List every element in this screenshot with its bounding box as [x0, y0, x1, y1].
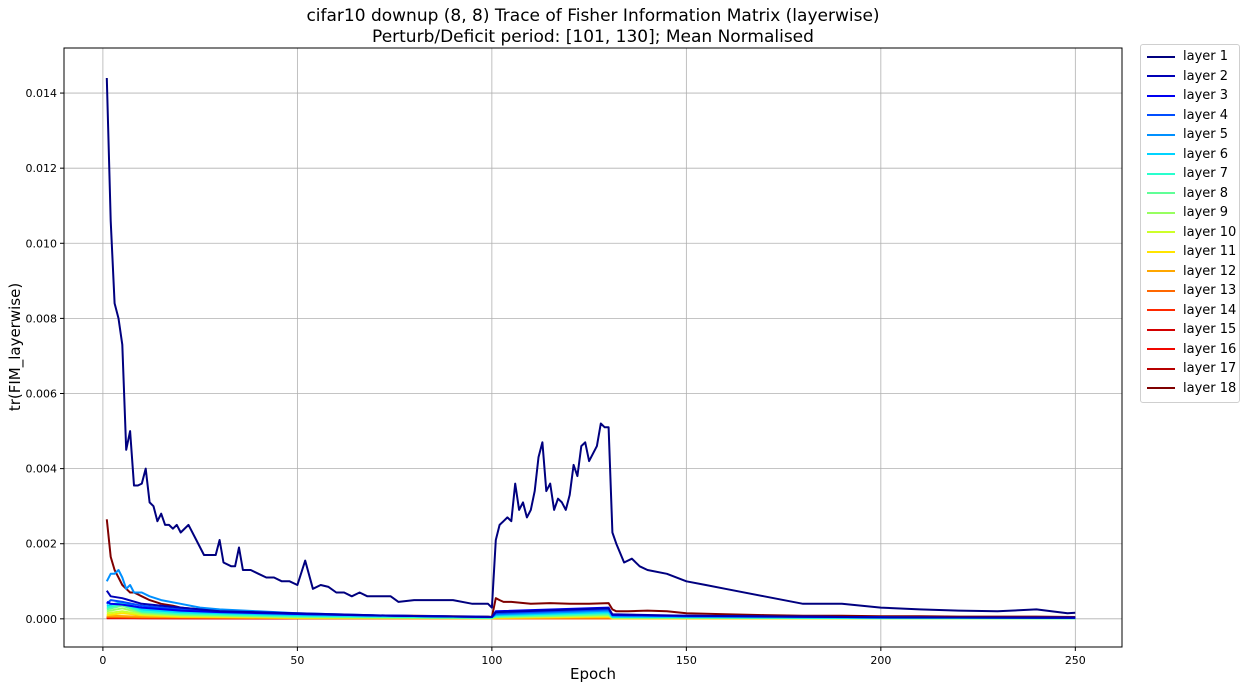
legend-label: layer 14 [1183, 302, 1237, 318]
legend-label: layer 7 [1183, 166, 1229, 182]
legend-swatch [1147, 172, 1175, 175]
legend-item: layer 7 [1141, 164, 1239, 184]
x-axis-ticks: 0 50 100 150 200 250 [99, 647, 1086, 667]
legend-swatch [1147, 348, 1175, 351]
legend-item: layer 16 [1141, 340, 1239, 360]
legend-item: layer 4 [1141, 106, 1239, 126]
y-tick-label: 0.000 [26, 613, 58, 626]
legend-label: layer 17 [1183, 361, 1237, 377]
legend-label: layer 13 [1183, 283, 1237, 299]
legend-swatch [1147, 387, 1175, 390]
legend-label: layer 12 [1183, 263, 1237, 279]
x-axis-label: Epoch [570, 665, 616, 683]
legend-item: layer 5 [1141, 125, 1239, 145]
legend-swatch [1147, 94, 1175, 97]
legend-item: layer 1 [1141, 47, 1239, 67]
y-tick-label: 0.010 [26, 237, 58, 250]
legend-item: layer 6 [1141, 145, 1239, 165]
chart-title: cifar10 downup (8, 8) Trace of Fisher In… [306, 6, 879, 26]
x-tick-label: 100 [481, 654, 502, 667]
y-tick-label: 0.002 [26, 538, 58, 551]
y-tick-label: 0.006 [26, 388, 58, 401]
chart-subtitle: Perturb/Deficit period: [101, 130]; Mean… [372, 27, 814, 47]
legend-label: layer 8 [1183, 185, 1229, 201]
series-line-layer-2 [105, 590, 1076, 619]
y-axis-ticks: 0.000 0.002 0.004 0.006 0.008 0.010 0.012 0.014 [26, 87, 64, 626]
legend-item: layer 11 [1141, 242, 1239, 262]
series-line-layer-1 [105, 77, 1076, 615]
plot-area [64, 48, 1122, 647]
x-tick-label: 250 [1065, 654, 1086, 667]
legend-swatch [1147, 328, 1175, 331]
legend-item: layer 10 [1141, 223, 1239, 243]
legend-item: layer 14 [1141, 301, 1239, 321]
y-tick-label: 0.012 [26, 162, 58, 175]
x-tick-label: 200 [870, 654, 891, 667]
legend-label: layer 4 [1183, 107, 1229, 123]
legend-swatch [1147, 309, 1175, 312]
grid-lines [64, 48, 1122, 647]
legend-swatch [1147, 114, 1175, 117]
legend-item: layer 3 [1141, 86, 1239, 106]
legend-label: layer 10 [1183, 224, 1237, 240]
legend-item: layer 12 [1141, 262, 1239, 282]
legend-label: layer 1 [1183, 49, 1229, 65]
x-tick-label: 0 [99, 654, 106, 667]
legend-label: layer 5 [1183, 127, 1229, 143]
legend-swatch [1147, 289, 1175, 292]
legend-label: layer 2 [1183, 68, 1229, 84]
legend-swatch [1147, 133, 1175, 136]
legend-label: layer 18 [1183, 380, 1237, 396]
legend-item: layer 2 [1141, 67, 1239, 87]
legend-swatch [1147, 231, 1175, 234]
series-line-layer-18 [105, 519, 1076, 618]
plot-frame [63, 47, 1123, 648]
legend-label: layer 16 [1183, 341, 1237, 357]
legend-swatch [1147, 367, 1175, 370]
legend-swatch [1147, 270, 1175, 273]
legend-label: layer 15 [1183, 322, 1237, 338]
y-tick-label: 0.004 [26, 463, 58, 476]
legend-swatch [1147, 211, 1175, 214]
legend-item: layer 8 [1141, 184, 1239, 204]
legend-item: layer 13 [1141, 281, 1239, 301]
x-tick-label: 50 [290, 654, 304, 667]
legend-swatch [1147, 153, 1175, 156]
x-tick-label: 150 [676, 654, 697, 667]
legend-label: layer 3 [1183, 88, 1229, 104]
legend-item: layer 17 [1141, 359, 1239, 379]
legend-label: layer 6 [1183, 146, 1229, 162]
legend-label: layer 9 [1183, 205, 1229, 221]
legend-item: layer 9 [1141, 203, 1239, 223]
y-tick-label: 0.008 [26, 312, 58, 325]
legend-swatch [1147, 250, 1175, 253]
legend-swatch [1147, 75, 1175, 78]
legend-swatch [1147, 192, 1175, 195]
y-axis-label: tr(FIM_layerwise) [6, 283, 25, 411]
series-lines [105, 77, 1076, 620]
legend-item: layer 15 [1141, 320, 1239, 340]
legend-swatch [1147, 55, 1175, 58]
legend-item: layer 18 [1141, 379, 1239, 399]
legend-label: layer 11 [1183, 244, 1237, 260]
chart-legend: layer 1 layer 2 layer 3 layer 4 layer 5 layer… [1140, 44, 1240, 403]
y-tick-label: 0.014 [26, 87, 58, 100]
